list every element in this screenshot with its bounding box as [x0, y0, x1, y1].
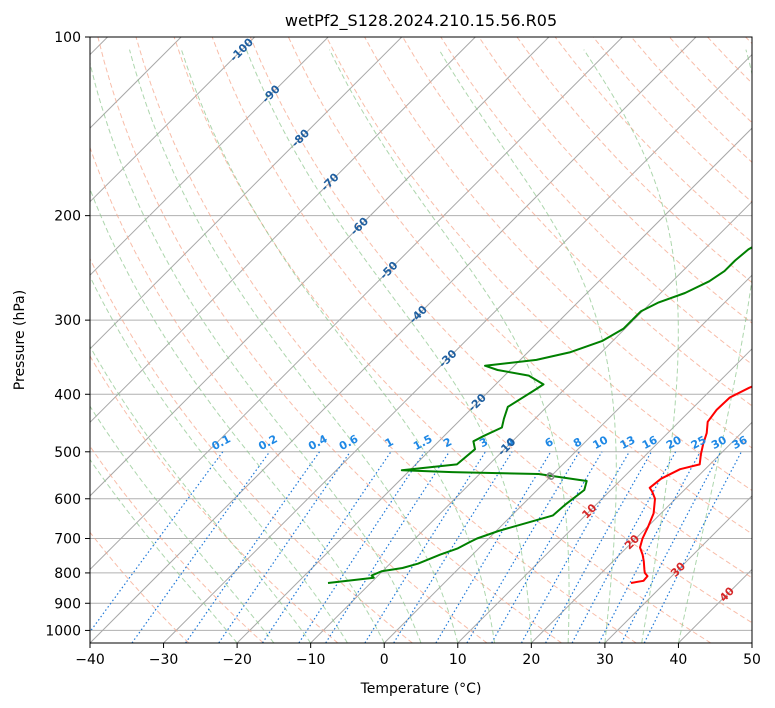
- x-tick-label: −10: [296, 652, 326, 668]
- y-tick-label: 200: [54, 209, 81, 225]
- x-tick-label: 10: [449, 652, 467, 668]
- plot-frame: [89, 36, 753, 644]
- dry-adiabat-line: [211, 37, 752, 624]
- x-tick-label: −30: [149, 652, 179, 668]
- mixing-ratio-line: [218, 451, 351, 643]
- temperature-profile-line: [630, 385, 752, 584]
- isotherm-line: [90, 37, 476, 424]
- profile-lines: [327, 246, 752, 584]
- mixing-ratio-line: [90, 451, 224, 633]
- moist-adiabat-line: [90, 345, 312, 643]
- moist-adiabat-line: [90, 61, 422, 643]
- isotherm-line: [90, 37, 329, 276]
- isotherm-line: [90, 37, 623, 571]
- isotherm-line: [383, 274, 752, 643]
- moist-adiabat-line: [438, 49, 617, 643]
- dry-adiabat-line: [90, 257, 413, 643]
- mixing-ratio-line: [261, 451, 392, 643]
- isotherm-line: [236, 127, 752, 643]
- y-tick-label: 500: [54, 445, 81, 461]
- moist-adiabat-line: [245, 49, 532, 643]
- dry-adiabat-line: [90, 531, 190, 643]
- isotherm-line: [90, 37, 550, 497]
- isotherm-line: [604, 495, 752, 643]
- moist-adiabat-line: [90, 187, 385, 643]
- y-tick-label: 1000: [45, 623, 81, 639]
- mixing-ratio-line: [131, 451, 271, 643]
- dry-adiabat-line: [326, 37, 752, 492]
- dry-adiabat-line: [516, 37, 752, 284]
- mixing-ratio-line: [545, 451, 652, 643]
- y-tick-label: 600: [54, 492, 81, 508]
- dry-adiabat-line: [90, 146, 488, 643]
- dry-adiabat-line: [249, 37, 752, 579]
- background-lines: [90, 37, 752, 643]
- mixing-ratio-label: 16: [640, 433, 660, 452]
- mixing-ratio-line: [571, 451, 677, 643]
- moist-adiabat-line: [90, 275, 348, 643]
- mixing-ratio-label: 10: [591, 433, 611, 452]
- dry-adiabat-line: [135, 37, 637, 643]
- dry-adiabat-line: [97, 37, 562, 643]
- mixing-ratio-label: 13: [618, 433, 638, 452]
- moist-adiabat-line: [129, 49, 459, 643]
- mixing-ratio-line: [185, 451, 320, 643]
- x-tick-label: −40: [75, 652, 105, 668]
- y-tick-label: 900: [54, 596, 81, 612]
- y-axis-label: Pressure (hPa): [12, 290, 28, 390]
- x-tick-label: 50: [743, 652, 761, 668]
- x-axis-label: Temperature (°C): [360, 681, 482, 697]
- moist-adiabat-line: [677, 49, 752, 643]
- isotherm-line: [163, 53, 752, 643]
- mixing-ratio-line: [520, 451, 630, 643]
- moist-adiabat-line: [180, 49, 496, 643]
- isotherm-line: [530, 421, 752, 643]
- mixing-ratio-line: [598, 451, 701, 643]
- dewpoint-profile-line: [327, 246, 752, 584]
- x-tick-label: 20: [522, 652, 540, 668]
- isotherm-line: [90, 37, 403, 350]
- chart-title: wetPf2_S128.2024.210.15.56.R05: [285, 11, 557, 31]
- y-tick-label: 300: [54, 313, 81, 329]
- axis-ticks: −40 −30 −20 −10 0 10 20 30 40 50 100 200 300 400 500 60…: [45, 30, 761, 668]
- dry-adiabat-line: [90, 355, 339, 643]
- mixing-ratio-label: 25: [689, 433, 709, 452]
- x-tick-label: −20: [222, 652, 252, 668]
- x-tick-label: 0: [380, 652, 389, 668]
- dry-adiabat-line: [90, 445, 264, 643]
- mixing-ratio-line: [298, 451, 425, 643]
- x-tick-label: 40: [670, 652, 688, 668]
- y-tick-label: 100: [54, 30, 81, 46]
- dry-adiabat-line: [173, 37, 712, 643]
- isotherm-line: [90, 37, 256, 203]
- y-tick-label: 400: [54, 387, 81, 403]
- dry-adiabat-line: [402, 37, 752, 407]
- y-tick-label: 700: [54, 532, 81, 548]
- y-tick-label: 800: [54, 566, 81, 582]
- mixing-ratio-label: 30: [709, 433, 729, 452]
- moist-adiabat-line: [583, 49, 679, 643]
- mixing-ratio-line: [325, 451, 450, 643]
- mixing-ratio-label: 36: [730, 433, 750, 452]
- moist-adiabat-line: [329, 49, 570, 643]
- mixing-ratio-label: 20: [664, 433, 684, 452]
- isotherm-line: [457, 348, 752, 643]
- mixing-ratio-line: [435, 451, 552, 643]
- x-tick-label: 30: [596, 652, 614, 668]
- dry-adiabat-line: [478, 37, 752, 324]
